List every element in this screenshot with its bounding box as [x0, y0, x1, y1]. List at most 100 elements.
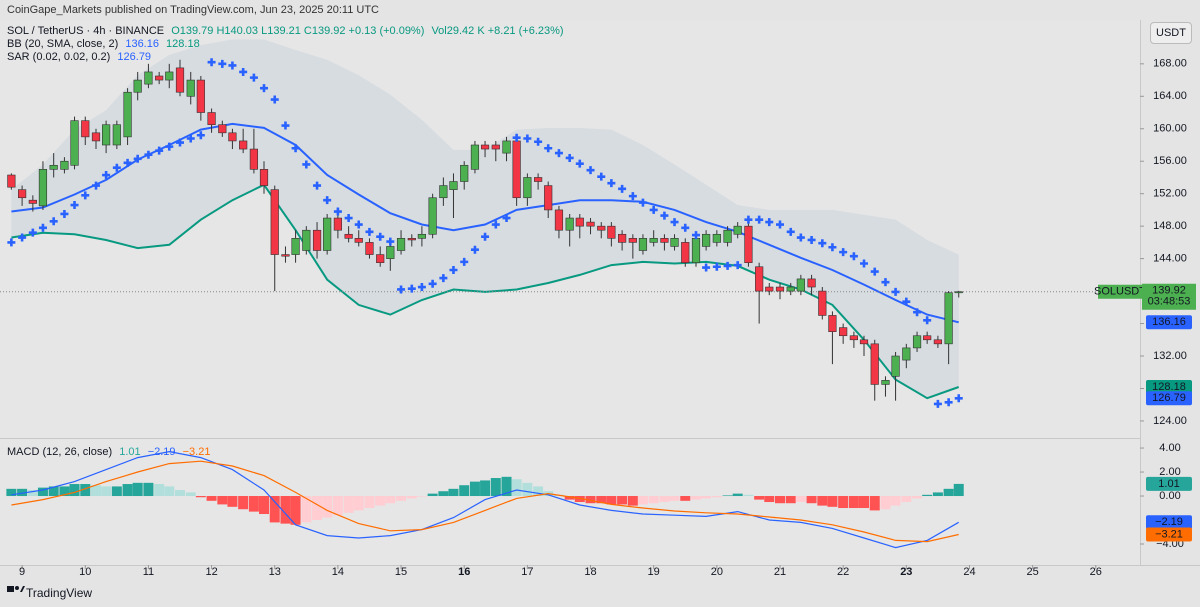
sar-point — [923, 316, 932, 325]
candle-body — [733, 225, 742, 235]
sar-point — [681, 223, 690, 232]
macd-histogram-bar — [795, 496, 806, 503]
candle-body — [712, 233, 721, 243]
sar-point — [849, 252, 858, 261]
macd-histogram-bar — [711, 496, 722, 498]
macd-histogram-bar — [932, 492, 943, 497]
sar-point — [638, 198, 647, 207]
macd-histogram-bar — [27, 490, 38, 497]
x-tick-label: 14 — [332, 566, 344, 578]
macd-histogram-bar — [143, 482, 154, 497]
y-tick-label: 132.00 — [1153, 350, 1187, 362]
macd-histogram-bar — [416, 496, 427, 497]
macd-histogram-bar — [290, 496, 301, 525]
sar-point — [260, 84, 268, 93]
value-badge-label: 126.79 — [1152, 392, 1186, 404]
macd-histogram-bar — [574, 496, 585, 503]
candle-body — [660, 238, 669, 243]
macd-histogram-bar — [195, 496, 206, 498]
candle-body — [954, 291, 963, 294]
candle-body — [18, 189, 27, 199]
sar-point — [839, 248, 848, 257]
symbol-badge-label: SOLUSDT — [1094, 286, 1146, 298]
x-tick-label: 23 — [900, 566, 912, 578]
sar-point — [376, 232, 385, 241]
sar-point — [891, 287, 900, 296]
sar-point — [28, 228, 37, 237]
sar-point — [323, 196, 332, 205]
sar-point — [186, 134, 195, 143]
candle-body — [702, 233, 711, 247]
macd-histogram-bar — [648, 496, 659, 504]
candle-body — [744, 225, 753, 263]
macd-histogram-bar — [943, 488, 954, 497]
macd-histogram-bar — [890, 496, 901, 506]
candle-body — [186, 79, 195, 97]
macd-histogram-bar — [175, 490, 185, 497]
macd-histogram-bar — [312, 496, 323, 521]
sar-point — [628, 192, 637, 201]
macd-histogram-bar — [238, 496, 249, 510]
candle-body — [818, 290, 827, 316]
candle-body — [354, 238, 363, 243]
macd-histogram-bar — [322, 496, 333, 518]
candle-body — [775, 286, 785, 292]
macd-histogram-bar — [469, 481, 480, 497]
macd-histogram-bar — [259, 496, 269, 515]
macd-histogram-bar — [511, 479, 522, 497]
candle-body — [291, 238, 300, 255]
macd-histogram-bar — [248, 496, 259, 512]
sar-legend: SAR (0.02, 0.02, 0.2) 126.79 — [7, 51, 155, 63]
candle-body — [417, 233, 426, 239]
candle-body — [428, 197, 437, 235]
candle-body — [449, 181, 458, 190]
sar-point — [902, 297, 911, 306]
candle-body — [249, 148, 258, 170]
macd-label: MACD (12, 26, close) — [7, 446, 113, 458]
macd-badge-label: 1.01 — [1158, 478, 1179, 490]
symbol-legend: SOL / TetherUS · 4h · BINANCE O139.79 H1… — [7, 25, 568, 37]
macd-histogram-bar — [669, 496, 680, 501]
bb-lower-value: 128.18 — [166, 38, 200, 50]
macd-histogram-bar — [775, 496, 785, 504]
candle-body — [259, 169, 269, 186]
candle-body — [765, 286, 774, 292]
x-tick-label: 26 — [1090, 566, 1102, 578]
signal-value: −3.21 — [182, 446, 211, 458]
candle-body — [323, 217, 332, 251]
macd-histogram-bar — [375, 496, 386, 506]
sar-point — [354, 220, 363, 229]
macd-histogram-bar — [627, 496, 638, 506]
sar-point — [417, 283, 426, 292]
macd-histogram-bar — [269, 496, 280, 523]
candle-body — [228, 132, 237, 142]
x-tick-label: 19 — [648, 566, 660, 578]
sar-point — [502, 214, 511, 223]
y-tick-label: 144.00 — [1153, 253, 1187, 265]
sar-point — [397, 285, 406, 294]
sar-point — [112, 163, 121, 172]
sar-point — [544, 144, 553, 153]
price-badge — [1142, 283, 1196, 310]
sar-point — [18, 233, 27, 242]
y-tick-label: 148.00 — [1153, 220, 1187, 232]
macd-histogram-bar — [48, 486, 59, 497]
macd-histogram-bar — [637, 496, 648, 505]
candle-body — [344, 233, 353, 239]
sar-point — [7, 238, 16, 247]
candle-body — [628, 238, 637, 243]
candle-body — [144, 71, 153, 85]
candle-body — [933, 339, 942, 345]
sar-point — [218, 59, 227, 68]
macd-histogram-bar — [838, 496, 849, 509]
sar-point — [144, 150, 153, 159]
sar-point — [92, 181, 100, 190]
macd-histogram-bar — [122, 484, 133, 497]
macd-histogram-bar — [585, 496, 596, 504]
candle-body — [480, 144, 490, 150]
candle-body — [28, 199, 37, 204]
sar-point — [155, 146, 164, 155]
candle-body — [365, 242, 374, 255]
currency-button[interactable]: USDT — [1150, 22, 1192, 44]
candle-body — [523, 177, 532, 199]
